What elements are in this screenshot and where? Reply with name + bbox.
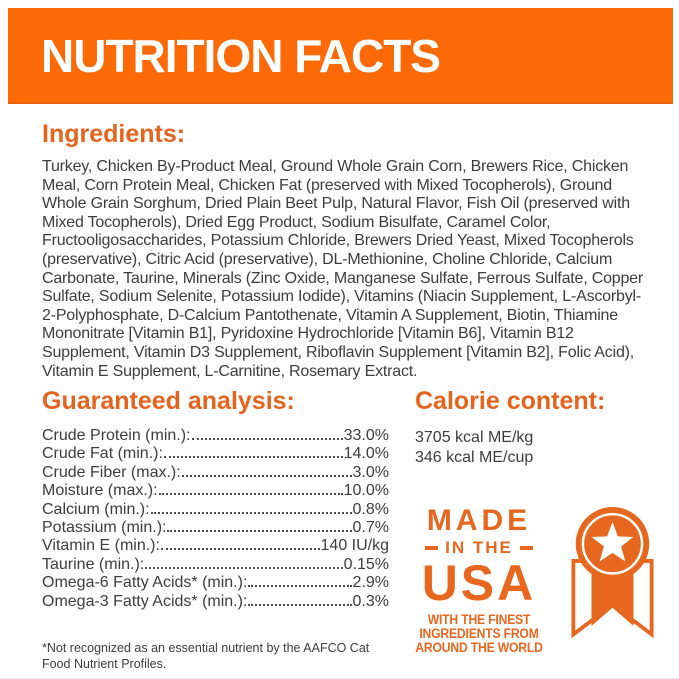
analysis-value: 0.7% <box>352 519 389 537</box>
guaranteed-analysis-table: Crude Protein (min.): 33.0% Crude Fat (m… <box>42 427 389 611</box>
analysis-value: 14.0% <box>343 445 389 463</box>
analysis-label: Crude Fiber (max.): <box>42 463 181 481</box>
analysis-value: 140 IU/kg <box>320 537 389 555</box>
ingredients-heading: Ingredients: <box>42 120 186 148</box>
analysis-value: 0.3% <box>352 592 389 610</box>
dash-icon <box>425 546 439 550</box>
analysis-row: Potassium (min.): 0.7% <box>42 519 389 537</box>
analysis-label: Omega-6 Fatty Acids* (min.): <box>42 574 248 592</box>
calorie-content-section: Calorie content: 3705 kcal ME/kg 346 kca… <box>415 387 655 468</box>
title-banner: NUTRITION FACTS <box>8 8 673 104</box>
dotted-leader <box>163 456 343 459</box>
analysis-label: Calcium (min.): <box>42 500 150 518</box>
analysis-row: Omega-6 Fatty Acids* (min.): 2.9% <box>42 574 389 592</box>
analysis-value: 0.15% <box>343 555 389 573</box>
calorie-cup-value: 346 kcal ME/cup <box>415 449 534 466</box>
finest-ingredients-tagline: WITH THE FINEST INGREDIENTS FROM AROUND … <box>411 613 548 655</box>
analysis-value: 10.0% <box>343 482 389 500</box>
analysis-value: 0.8% <box>352 500 389 518</box>
analysis-label: Moisture (max.): <box>42 482 158 500</box>
dotted-leader <box>160 548 320 551</box>
analysis-label: Vitamin E (min.): <box>42 537 160 555</box>
dotted-leader <box>181 474 352 477</box>
calorie-content-heading: Calorie content: <box>415 387 606 415</box>
dotted-leader <box>167 530 352 533</box>
medal-star-ribbon-icon <box>560 493 665 653</box>
in-the-label: IN THE <box>445 538 513 557</box>
calorie-kg-value: 3705 kcal ME/kg <box>415 429 534 446</box>
made-in-usa-badge: MADE IN THE USA WITH THE FINEST INGREDIE… <box>403 500 665 655</box>
dotted-leader <box>158 493 343 496</box>
analysis-label: Taurine (min.): <box>42 555 145 573</box>
guaranteed-analysis-section: Guaranteed analysis: Crude Protein (min.… <box>42 387 389 611</box>
analysis-row: Crude Protein (min.): 33.0% <box>42 427 389 445</box>
dotted-leader <box>248 585 352 588</box>
made-in-usa-text: MADE IN THE USA WITH THE FINEST INGREDIE… <box>403 500 555 655</box>
guaranteed-analysis-heading: Guaranteed analysis: <box>42 387 295 415</box>
analysis-row: Moisture (max.): 10.0% <box>42 482 389 500</box>
page-title: NUTRITION FACTS <box>41 30 441 82</box>
analysis-value: 33.0% <box>343 427 389 444</box>
analysis-row: Omega-3 Fatty Acids* (min.): 0.3% <box>42 593 389 611</box>
in-the-label-row: IN THE <box>403 538 555 558</box>
analysis-label: Omega-3 Fatty Acids* (min.): <box>42 592 248 610</box>
analysis-row: Taurine (min.): 0.15% <box>42 556 389 574</box>
usa-label: USA <box>421 555 537 611</box>
tagline-line: WITH THE FINEST <box>427 612 531 627</box>
dotted-leader <box>145 566 343 569</box>
analysis-row: Calcium (min.): 0.8% <box>42 501 389 519</box>
dash-icon <box>519 546 533 550</box>
ingredients-text: Turkey, Chicken By-Product Meal, Ground … <box>42 158 643 380</box>
analysis-row: Vitamin E (min.): 140 IU/kg <box>42 537 389 555</box>
aafco-footnote: *Not recognized as an essential nutrient… <box>42 641 370 671</box>
tagline-line: INGREDIENTS FROM <box>419 626 539 641</box>
analysis-label: Crude Protein (min.): <box>42 427 191 444</box>
made-label: MADE <box>426 504 532 537</box>
analysis-value: 2.9% <box>352 574 389 592</box>
analysis-row: Crude Fiber (max.): 3.0% <box>42 464 389 482</box>
ingredients-section: Ingredients: Turkey, Chicken By-Product … <box>42 120 650 381</box>
analysis-label: Crude Fat (min.): <box>42 445 163 463</box>
tagline-line: AROUND THE WORLD <box>415 640 543 655</box>
dotted-leader <box>150 511 352 514</box>
dotted-leader <box>191 438 343 440</box>
dotted-leader <box>248 603 352 606</box>
analysis-value: 3.0% <box>352 463 389 481</box>
analysis-label: Potassium (min.): <box>42 519 167 537</box>
analysis-row: Crude Fat (min.): 14.0% <box>42 445 389 463</box>
